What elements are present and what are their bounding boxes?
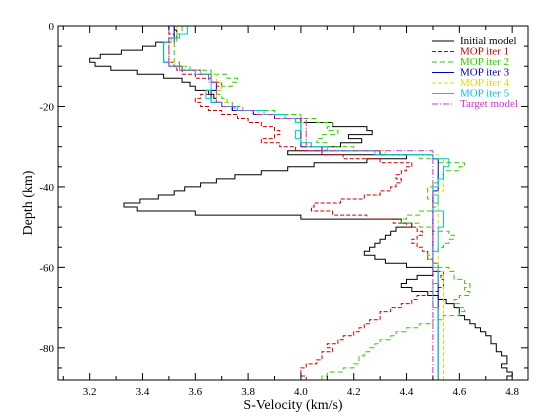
legend-label: MOP iter 1 (460, 46, 509, 58)
x-tick-label: 4.4 (400, 386, 414, 398)
legend-label: MOP iter 3 (460, 67, 510, 79)
legend-label: Initial model (460, 35, 517, 47)
x-tick-label: 3.4 (136, 386, 150, 398)
y-tick-label: -20 (39, 101, 54, 113)
legend-label: Target model (460, 98, 518, 110)
series-line (163, 26, 450, 380)
x-tick-label: 4.8 (505, 386, 519, 398)
x-tick-label: 4.0 (294, 386, 308, 398)
series-line (173, 26, 471, 381)
series-line (168, 26, 434, 380)
x-axis-label: S-Velocity (km/s) (243, 398, 342, 413)
y-tick-label: -40 (39, 182, 54, 194)
y-axis-label: Depth (km) (21, 170, 36, 235)
y-tick-label: 0 (49, 21, 55, 33)
plot-frame (57, 25, 529, 381)
x-tick-label: 3.6 (188, 386, 202, 398)
series-line (163, 26, 439, 380)
x-tick-label: 3.2 (83, 386, 97, 398)
x-tick-label: 3.8 (241, 386, 255, 398)
x-tick-label: 4.2 (347, 386, 361, 398)
legend-label: MOP iter 4 (460, 77, 510, 89)
series-line (89, 26, 513, 380)
legend-label: MOP iter 5 (460, 88, 510, 100)
series-layer (89, 26, 513, 381)
y-tick-label: -80 (39, 343, 54, 355)
legend-label: MOP iter 2 (460, 56, 509, 68)
y-tick-label: -60 (39, 262, 54, 274)
series-line (168, 26, 444, 380)
x-tick-label: 4.6 (452, 386, 466, 398)
series-line (168, 26, 444, 380)
x-axis: 3.2 3.4 3.6 3.8 4.0 4.2 4.4 4.6 4.8 (62, 26, 520, 398)
y-axis: 0 -20 -40 -60 -80 (39, 21, 528, 369)
